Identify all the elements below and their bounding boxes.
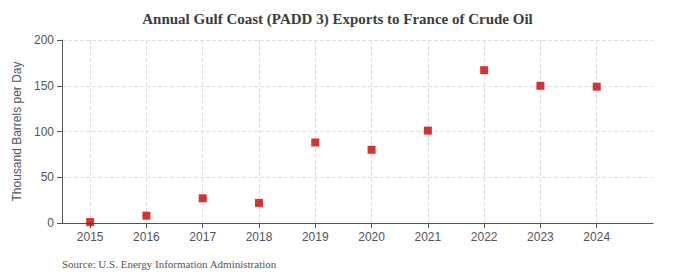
svg-text:2015: 2015 <box>77 230 104 244</box>
svg-text:200: 200 <box>34 33 54 47</box>
svg-text:150: 150 <box>34 79 54 93</box>
svg-text:50: 50 <box>41 170 55 184</box>
svg-text:2023: 2023 <box>527 230 554 244</box>
svg-text:2018: 2018 <box>246 230 273 244</box>
svg-text:2019: 2019 <box>302 230 329 244</box>
svg-text:Annual Gulf Coast (PADD 3) Exp: Annual Gulf Coast (PADD 3) Exports to Fr… <box>142 11 533 28</box>
svg-text:100: 100 <box>34 125 54 139</box>
svg-text:2016: 2016 <box>133 230 160 244</box>
svg-text:2020: 2020 <box>358 230 385 244</box>
svg-text:2022: 2022 <box>471 230 498 244</box>
svg-text:Thousand Barrels per Day: Thousand Barrels per Day <box>10 61 24 201</box>
svg-text:Source: U.S. Energy Informatio: Source: U.S. Energy Information Administ… <box>62 258 277 270</box>
svg-text:2017: 2017 <box>189 230 216 244</box>
svg-text:2021: 2021 <box>415 230 442 244</box>
svg-text:2024: 2024 <box>583 230 610 244</box>
svg-text:0: 0 <box>47 216 54 230</box>
